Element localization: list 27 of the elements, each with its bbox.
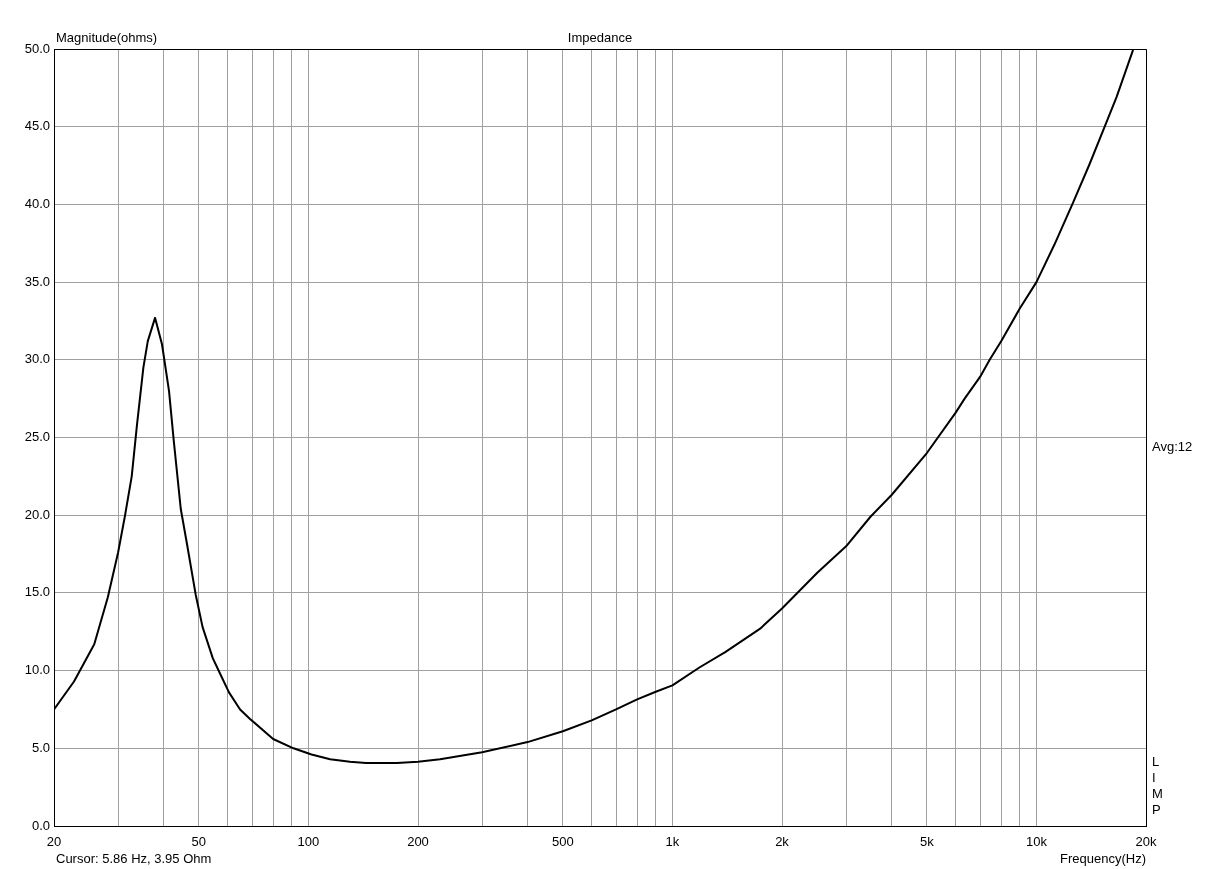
y-tick-label: 50.0 (24, 40, 50, 56)
y-tick-label: 10.0 (24, 662, 50, 678)
y-tick-label: 35.0 (24, 273, 50, 289)
y-axis-title: Magnitude(ohms) (56, 30, 158, 45)
y-tick-label: 15.0 (24, 584, 50, 600)
x-tick-label: 10k (1025, 834, 1048, 850)
x-tick-label: 5k (919, 834, 935, 850)
text: Cursor: 5.86 Hz, 3.95 Ohm (56, 851, 212, 866)
x-tick-label: 200 (407, 834, 429, 850)
x-tick-label: 1k (665, 834, 680, 850)
chart-title: Impedance (567, 30, 633, 45)
x-tick-label: 2k (775, 834, 790, 850)
x-tick-label: 50 (191, 834, 207, 850)
x-tick-label: 100 (297, 834, 320, 850)
y-tick-label: 30.0 (24, 351, 50, 367)
y-tick-label: 5.0 (31, 739, 50, 755)
x-tick-label: 20 (46, 834, 62, 850)
y-tick-label: 25.0 (24, 429, 50, 445)
text: Avg:12 (1152, 439, 1193, 455)
y-tick-label: 0.0 (31, 817, 50, 833)
x-tick-label: 20k (1135, 834, 1157, 850)
y-tick-label: 20.0 (24, 506, 50, 522)
text: LIMP (1152, 754, 1163, 818)
x-axis-title: Frequency(Hz) (1060, 851, 1146, 866)
y-tick-label: 45.0 (24, 118, 50, 134)
y-tick-label: 40.0 (24, 195, 50, 211)
x-tick-label: 500 (552, 834, 574, 850)
